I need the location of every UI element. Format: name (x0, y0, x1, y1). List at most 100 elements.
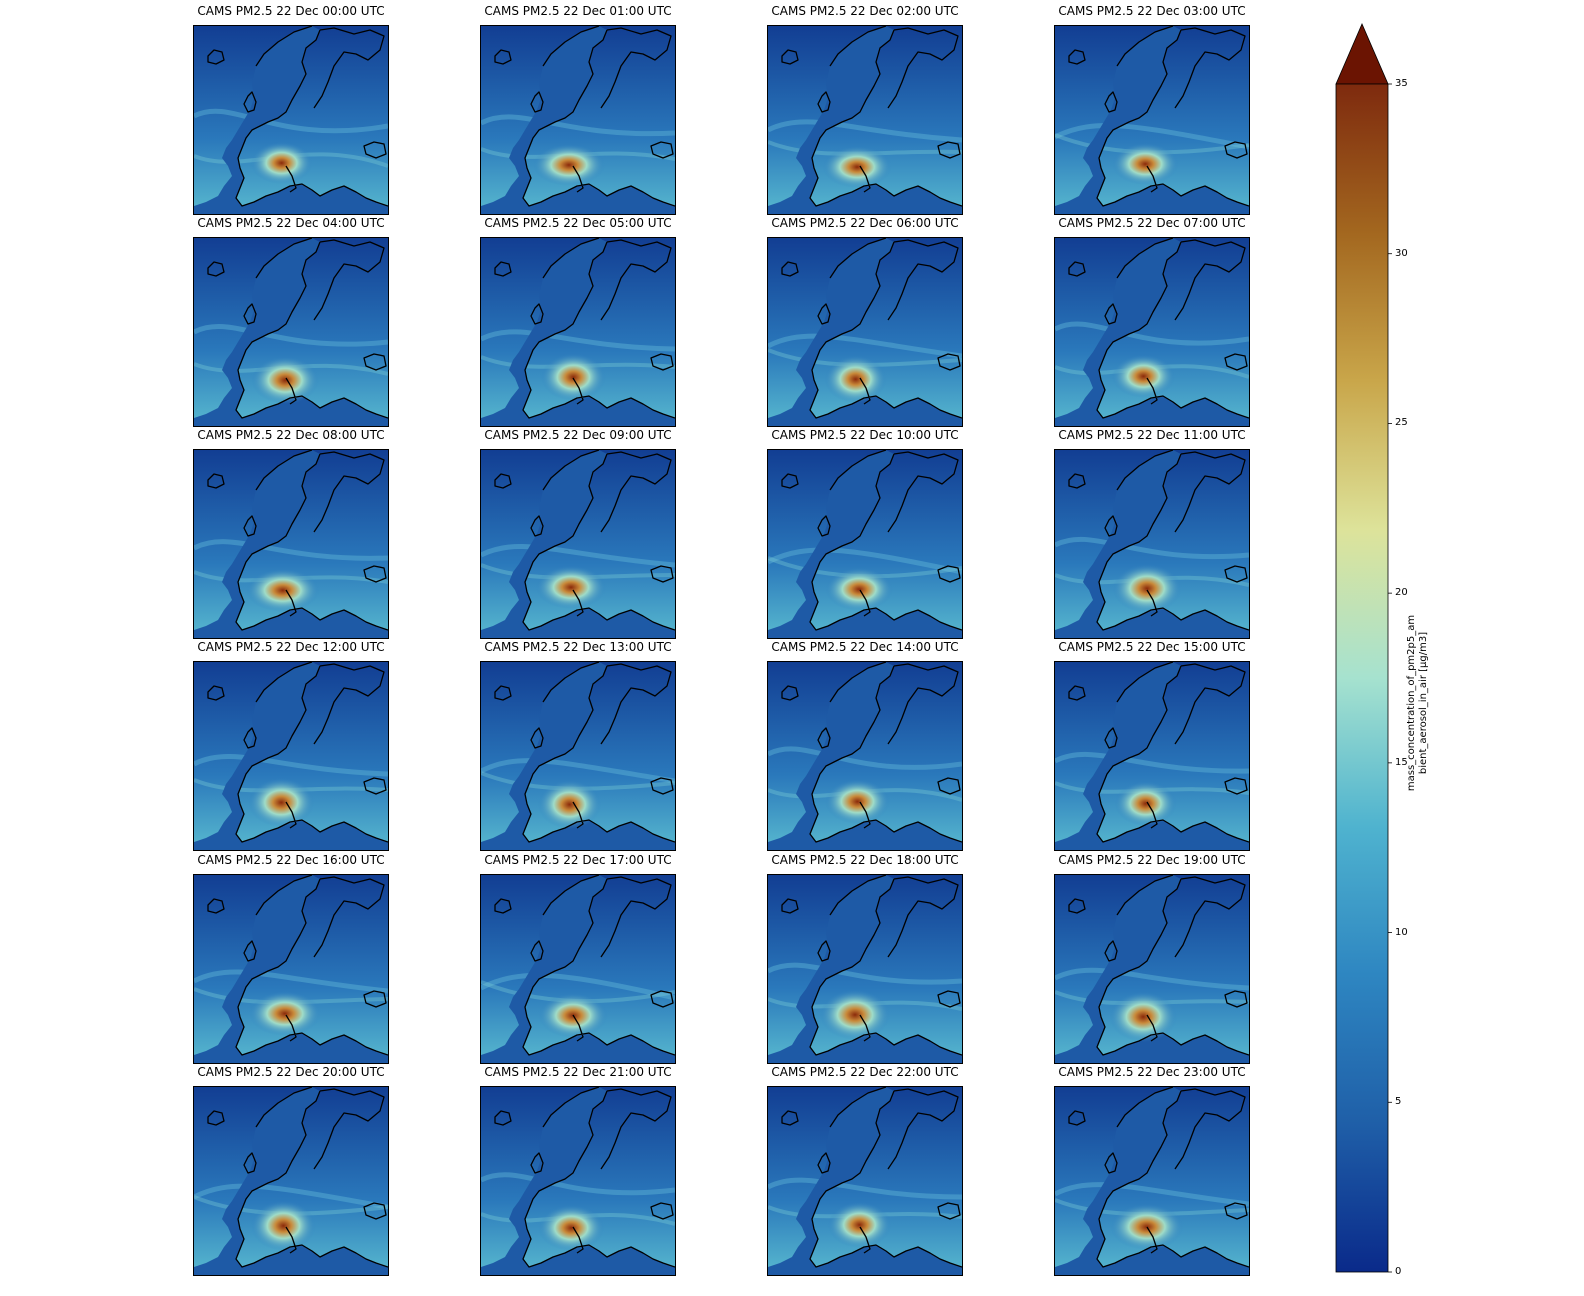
panel-title: CAMS PM2.5 22 Dec 03:00 UTC (1058, 4, 1246, 18)
pm25-map (767, 25, 963, 215)
colorbar-tick-label: 15 (1395, 756, 1408, 768)
colorbar-extend-arrow (1335, 22, 1389, 85)
colorbar-tick-label: 10 (1395, 926, 1408, 938)
map-panel: CAMS PM2.5 22 Dec 05:00 UTC (480, 214, 676, 427)
europe-map-graphic (481, 26, 675, 214)
pm25-map (193, 449, 389, 639)
map-panel: CAMS PM2.5 22 Dec 01:00 UTC (480, 2, 676, 215)
europe-map-graphic (194, 875, 388, 1063)
pm25-map (480, 1086, 676, 1276)
panel-title: CAMS PM2.5 22 Dec 19:00 UTC (1058, 853, 1246, 867)
europe-map-graphic (1055, 1087, 1249, 1275)
europe-map-graphic (194, 1087, 388, 1275)
map-panel: CAMS PM2.5 22 Dec 07:00 UTC (1054, 214, 1250, 427)
colorbar-tick-label: 30 (1395, 247, 1408, 259)
europe-map-graphic (768, 1087, 962, 1275)
colorbar-tick-label: 20 (1395, 587, 1408, 599)
map-panel: CAMS PM2.5 22 Dec 13:00 UTC (480, 638, 676, 851)
panel-title: CAMS PM2.5 22 Dec 13:00 UTC (484, 640, 672, 654)
panel-title: CAMS PM2.5 22 Dec 04:00 UTC (197, 216, 385, 230)
pm25-map (1054, 1086, 1250, 1276)
pm25-map (1054, 25, 1250, 215)
pm25-map (767, 874, 963, 1064)
panel-title: CAMS PM2.5 22 Dec 02:00 UTC (771, 4, 959, 18)
panel-title: CAMS PM2.5 22 Dec 12:00 UTC (197, 640, 385, 654)
panel-title: CAMS PM2.5 22 Dec 08:00 UTC (197, 428, 385, 442)
map-panel: CAMS PM2.5 22 Dec 20:00 UTC (193, 1063, 389, 1276)
panel-title: CAMS PM2.5 22 Dec 15:00 UTC (1058, 640, 1246, 654)
europe-map-graphic (1055, 875, 1249, 1063)
europe-map-graphic (481, 450, 675, 638)
colorbar-tick-label: 25 (1395, 417, 1408, 429)
europe-map-graphic (768, 875, 962, 1063)
pm25-map (480, 25, 676, 215)
map-panel: CAMS PM2.5 22 Dec 02:00 UTC (767, 2, 963, 215)
europe-map-graphic (768, 450, 962, 638)
colorbar-tick-label: 0 (1395, 1266, 1402, 1277)
map-panel: CAMS PM2.5 22 Dec 15:00 UTC (1054, 638, 1250, 851)
colorbar: 0 5 10 15 20 25 30 35 (1335, 22, 1505, 1294)
pm25-map (1054, 874, 1250, 1064)
colorbar-label-line1: mass_concentration_of_pm2p5_am (1406, 614, 1417, 792)
panel-title: CAMS PM2.5 22 Dec 16:00 UTC (197, 853, 385, 867)
pm25-map (193, 25, 389, 215)
map-panel: CAMS PM2.5 22 Dec 12:00 UTC (193, 638, 389, 851)
colorbar-graphic (1335, 22, 1392, 1273)
pm25-map (767, 449, 963, 639)
pm25-map (193, 1086, 389, 1276)
europe-map-graphic (481, 238, 675, 426)
pm25-map (193, 661, 389, 851)
map-panel: CAMS PM2.5 22 Dec 11:00 UTC (1054, 426, 1250, 639)
pm25-map (1054, 449, 1250, 639)
panel-title: CAMS PM2.5 22 Dec 09:00 UTC (484, 428, 672, 442)
pm25-map (1054, 661, 1250, 851)
panel-title: CAMS PM2.5 22 Dec 11:00 UTC (1058, 428, 1246, 442)
europe-map-graphic (1055, 26, 1249, 214)
map-panel: CAMS PM2.5 22 Dec 03:00 UTC (1054, 2, 1250, 215)
europe-map-graphic (768, 662, 962, 850)
europe-map-graphic (1055, 238, 1249, 426)
map-panel: CAMS PM2.5 22 Dec 18:00 UTC (767, 851, 963, 1064)
map-panel: CAMS PM2.5 22 Dec 17:00 UTC (480, 851, 676, 1064)
europe-map-graphic (194, 662, 388, 850)
panel-title: CAMS PM2.5 22 Dec 20:00 UTC (197, 1065, 385, 1079)
panel-title: CAMS PM2.5 22 Dec 05:00 UTC (484, 216, 672, 230)
map-panel: CAMS PM2.5 22 Dec 08:00 UTC (193, 426, 389, 639)
pm25-map (767, 237, 963, 427)
map-panel: CAMS PM2.5 22 Dec 09:00 UTC (480, 426, 676, 639)
colorbar-gradient (1335, 83, 1389, 1273)
panel-title: CAMS PM2.5 22 Dec 10:00 UTC (771, 428, 959, 442)
pm25-map (480, 237, 676, 427)
colorbar-label-line2: bient_aerosol_in_air [µg/m3] (1418, 631, 1429, 775)
panel-title: CAMS PM2.5 22 Dec 07:00 UTC (1058, 216, 1246, 230)
europe-map-graphic (481, 875, 675, 1063)
panel-title: CAMS PM2.5 22 Dec 21:00 UTC (484, 1065, 672, 1079)
europe-map-graphic (194, 450, 388, 638)
pm25-map (767, 1086, 963, 1276)
europe-map-graphic (194, 238, 388, 426)
map-panel: CAMS PM2.5 22 Dec 04:00 UTC (193, 214, 389, 427)
europe-map-graphic (768, 238, 962, 426)
panel-title: CAMS PM2.5 22 Dec 14:00 UTC (771, 640, 959, 654)
panel-title: CAMS PM2.5 22 Dec 22:00 UTC (771, 1065, 959, 1079)
panel-title: CAMS PM2.5 22 Dec 17:00 UTC (484, 853, 672, 867)
map-panel: CAMS PM2.5 22 Dec 06:00 UTC (767, 214, 963, 427)
pm25-map (193, 237, 389, 427)
panel-title: CAMS PM2.5 22 Dec 18:00 UTC (771, 853, 959, 867)
pm25-map (480, 449, 676, 639)
panel-title: CAMS PM2.5 22 Dec 23:00 UTC (1058, 1065, 1246, 1079)
colorbar-tick-label: 35 (1395, 78, 1408, 89)
europe-map-graphic (481, 1087, 675, 1275)
pm25-map (767, 661, 963, 851)
colorbar-tick-label: 5 (1395, 1096, 1402, 1108)
map-panel: CAMS PM2.5 22 Dec 19:00 UTC (1054, 851, 1250, 1064)
panel-title: CAMS PM2.5 22 Dec 06:00 UTC (771, 216, 959, 230)
europe-map-graphic (481, 662, 675, 850)
map-panel: CAMS PM2.5 22 Dec 10:00 UTC (767, 426, 963, 639)
map-panel: CAMS PM2.5 22 Dec 21:00 UTC (480, 1063, 676, 1276)
panel-title: CAMS PM2.5 22 Dec 00:00 UTC (197, 4, 385, 18)
map-panel: CAMS PM2.5 22 Dec 16:00 UTC (193, 851, 389, 1064)
europe-map-graphic (1055, 450, 1249, 638)
map-panel: CAMS PM2.5 22 Dec 22:00 UTC (767, 1063, 963, 1276)
